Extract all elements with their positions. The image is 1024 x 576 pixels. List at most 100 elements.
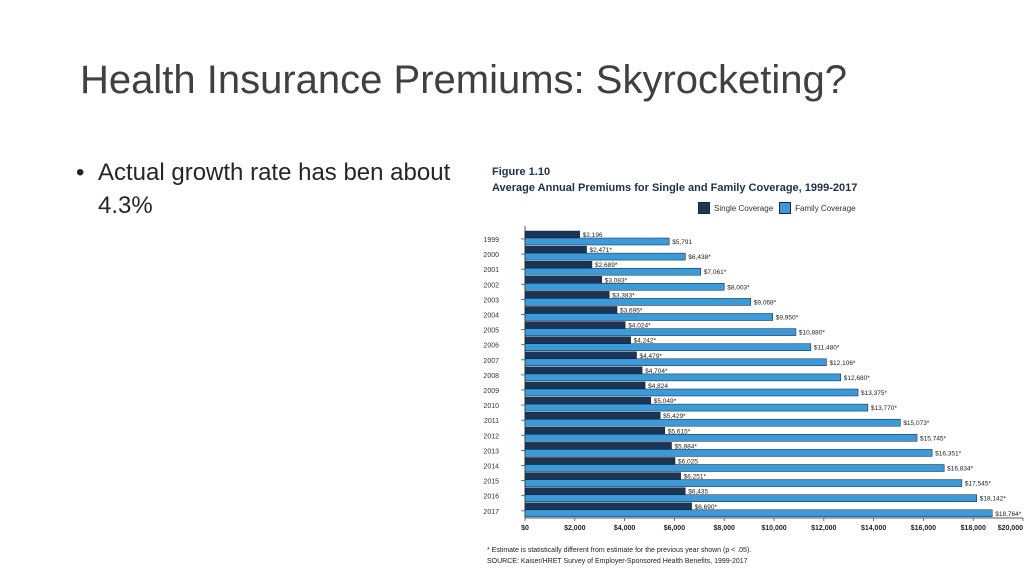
data-label-single: $6,435 (688, 489, 708, 496)
bar-family-2011 (524, 418, 901, 427)
bar-family-2014 (524, 464, 945, 472)
bar-single-2010 (524, 396, 651, 405)
bar-single-2004 (524, 306, 618, 314)
data-label-family: $18,142* (980, 496, 1006, 503)
bar-single-2015 (524, 472, 681, 480)
bar-family-2003 (524, 298, 752, 306)
bar-single-2002 (524, 276, 603, 284)
data-label-single: $2,471* (590, 247, 613, 254)
y-tick-label: 1999 (483, 237, 499, 244)
data-label-single: $3,083* (605, 277, 628, 284)
legend-swatch-single (698, 202, 710, 214)
y-tick-label: 2003 (483, 297, 499, 304)
data-label-single: $6,251* (684, 474, 707, 481)
y-tick-label: 2015 (483, 479, 499, 486)
bar-family-2017 (524, 509, 993, 518)
data-label-family: $8,003* (727, 284, 750, 291)
data-label-family: $11,480* (814, 345, 840, 352)
y-tick-label: 2010 (483, 403, 499, 410)
data-label-family: $9,068* (754, 299, 777, 306)
data-label-single: $4,242* (634, 338, 657, 345)
y-tick-label: 2002 (483, 282, 499, 289)
y-tick-label: 2011 (484, 418, 499, 425)
bar-single-2009 (524, 381, 646, 390)
bar-single-2014 (524, 457, 676, 465)
legend-swatch-family (779, 202, 792, 214)
y-tick-label: 2004 (483, 313, 499, 320)
chart-title: Average Annual Premiums for Single and F… (492, 182, 858, 194)
data-label-single: $2,689* (595, 262, 618, 269)
bar-single-2013 (524, 442, 672, 450)
data-label-family: $6,438* (688, 254, 711, 261)
bar-family-1999 (524, 237, 670, 246)
x-tick-label: $12,000 (811, 525, 836, 532)
legend-item-single: Single Coverage (698, 202, 773, 214)
bullet-text: Actual growth rate has ben about 4.3% (98, 159, 451, 219)
data-label-single: $2,196 (583, 232, 603, 239)
data-label-single: $5,429* (663, 413, 686, 420)
bar-single-2017 (524, 502, 692, 511)
data-label-family: $16,351* (935, 450, 961, 457)
y-tick-label: 2006 (483, 343, 499, 350)
data-label-family: $10,880* (799, 330, 825, 337)
data-label-family: $12,106* (829, 360, 855, 367)
chart-legend: Single Coverage Family Coverage (698, 202, 862, 214)
y-tick-label: 2013 (483, 448, 499, 455)
bar-single-2016 (524, 487, 686, 495)
y-tick-label: 2008 (483, 373, 499, 380)
bar-single-2011 (524, 411, 661, 420)
bar-family-2015 (524, 479, 963, 487)
bar-single-2005 (524, 321, 626, 329)
x-tick-label: $14,000 (861, 525, 886, 532)
bar-family-2013 (524, 449, 933, 457)
bar-family-2010 (524, 403, 869, 412)
bullet-item: • Actual growth rate has ben about 4.3% (76, 156, 456, 222)
x-tick-label: $4,000 (614, 525, 636, 532)
data-label-single: $4,024* (628, 323, 651, 330)
bar-family-2002 (524, 283, 725, 291)
bar-family-2016 (524, 494, 977, 502)
data-label-family: $15,745* (920, 435, 946, 442)
x-tick-label: $10,000 (761, 525, 786, 532)
bar-family-2001 (524, 267, 702, 276)
data-label-family: $18,764* (995, 511, 1021, 518)
x-tick-label: $20,000 (998, 525, 1023, 532)
data-label-single: $5,049* (654, 398, 677, 405)
y-tick-label: 2016 (483, 494, 499, 501)
chart-source: SOURCE: Kaiser/HRET Survey of Employer-S… (487, 558, 748, 565)
bar-family-2009 (524, 388, 859, 397)
data-label-family: $12,680* (844, 375, 870, 382)
y-tick-label: 2001 (483, 267, 499, 274)
data-label-family: $17,545* (965, 481, 991, 488)
bullet-list: • Actual growth rate has ben about 4.3% (76, 156, 456, 222)
figure-label: Figure 1.10 (492, 166, 551, 178)
y-tick-label: 2012 (483, 433, 499, 440)
data-label-single: $4,704* (645, 368, 668, 375)
data-label-family: $13,770* (871, 405, 897, 412)
y-tick-label: 2007 (483, 358, 499, 365)
bullet-dot-icon: • (76, 159, 85, 186)
data-label-family: $16,834* (947, 466, 973, 473)
data-label-single: $3,695* (620, 308, 643, 315)
bar-family-2000 (524, 252, 686, 261)
bar-single-2008 (524, 366, 643, 375)
bar-family-2012 (524, 434, 918, 442)
bar-family-2007 (524, 358, 827, 367)
y-tick-label: 2009 (483, 388, 499, 395)
data-label-family: $15,073* (903, 420, 929, 427)
y-tick-label: 2017 (483, 509, 499, 516)
bar-family-2005 (524, 328, 797, 336)
bar-family-2004 (524, 313, 774, 321)
bar-single-2001 (524, 260, 593, 269)
x-tick-label: $6,000 (664, 525, 686, 532)
legend-label-single: Single Coverage (714, 203, 774, 213)
slide-title: Health Insurance Premiums: Skyrocketing? (80, 58, 847, 102)
data-label-single: $5,615* (668, 428, 691, 435)
data-label-family: $13,375* (861, 390, 887, 397)
bar-family-2006 (524, 343, 812, 351)
y-tick-label: 2005 (483, 328, 499, 335)
bar-single-2012 (524, 427, 666, 435)
chart-footnote: * Estimate is statistically different fr… (487, 547, 752, 554)
data-label-family: $5,791 (672, 239, 692, 246)
bar-single-1999 (524, 230, 580, 239)
